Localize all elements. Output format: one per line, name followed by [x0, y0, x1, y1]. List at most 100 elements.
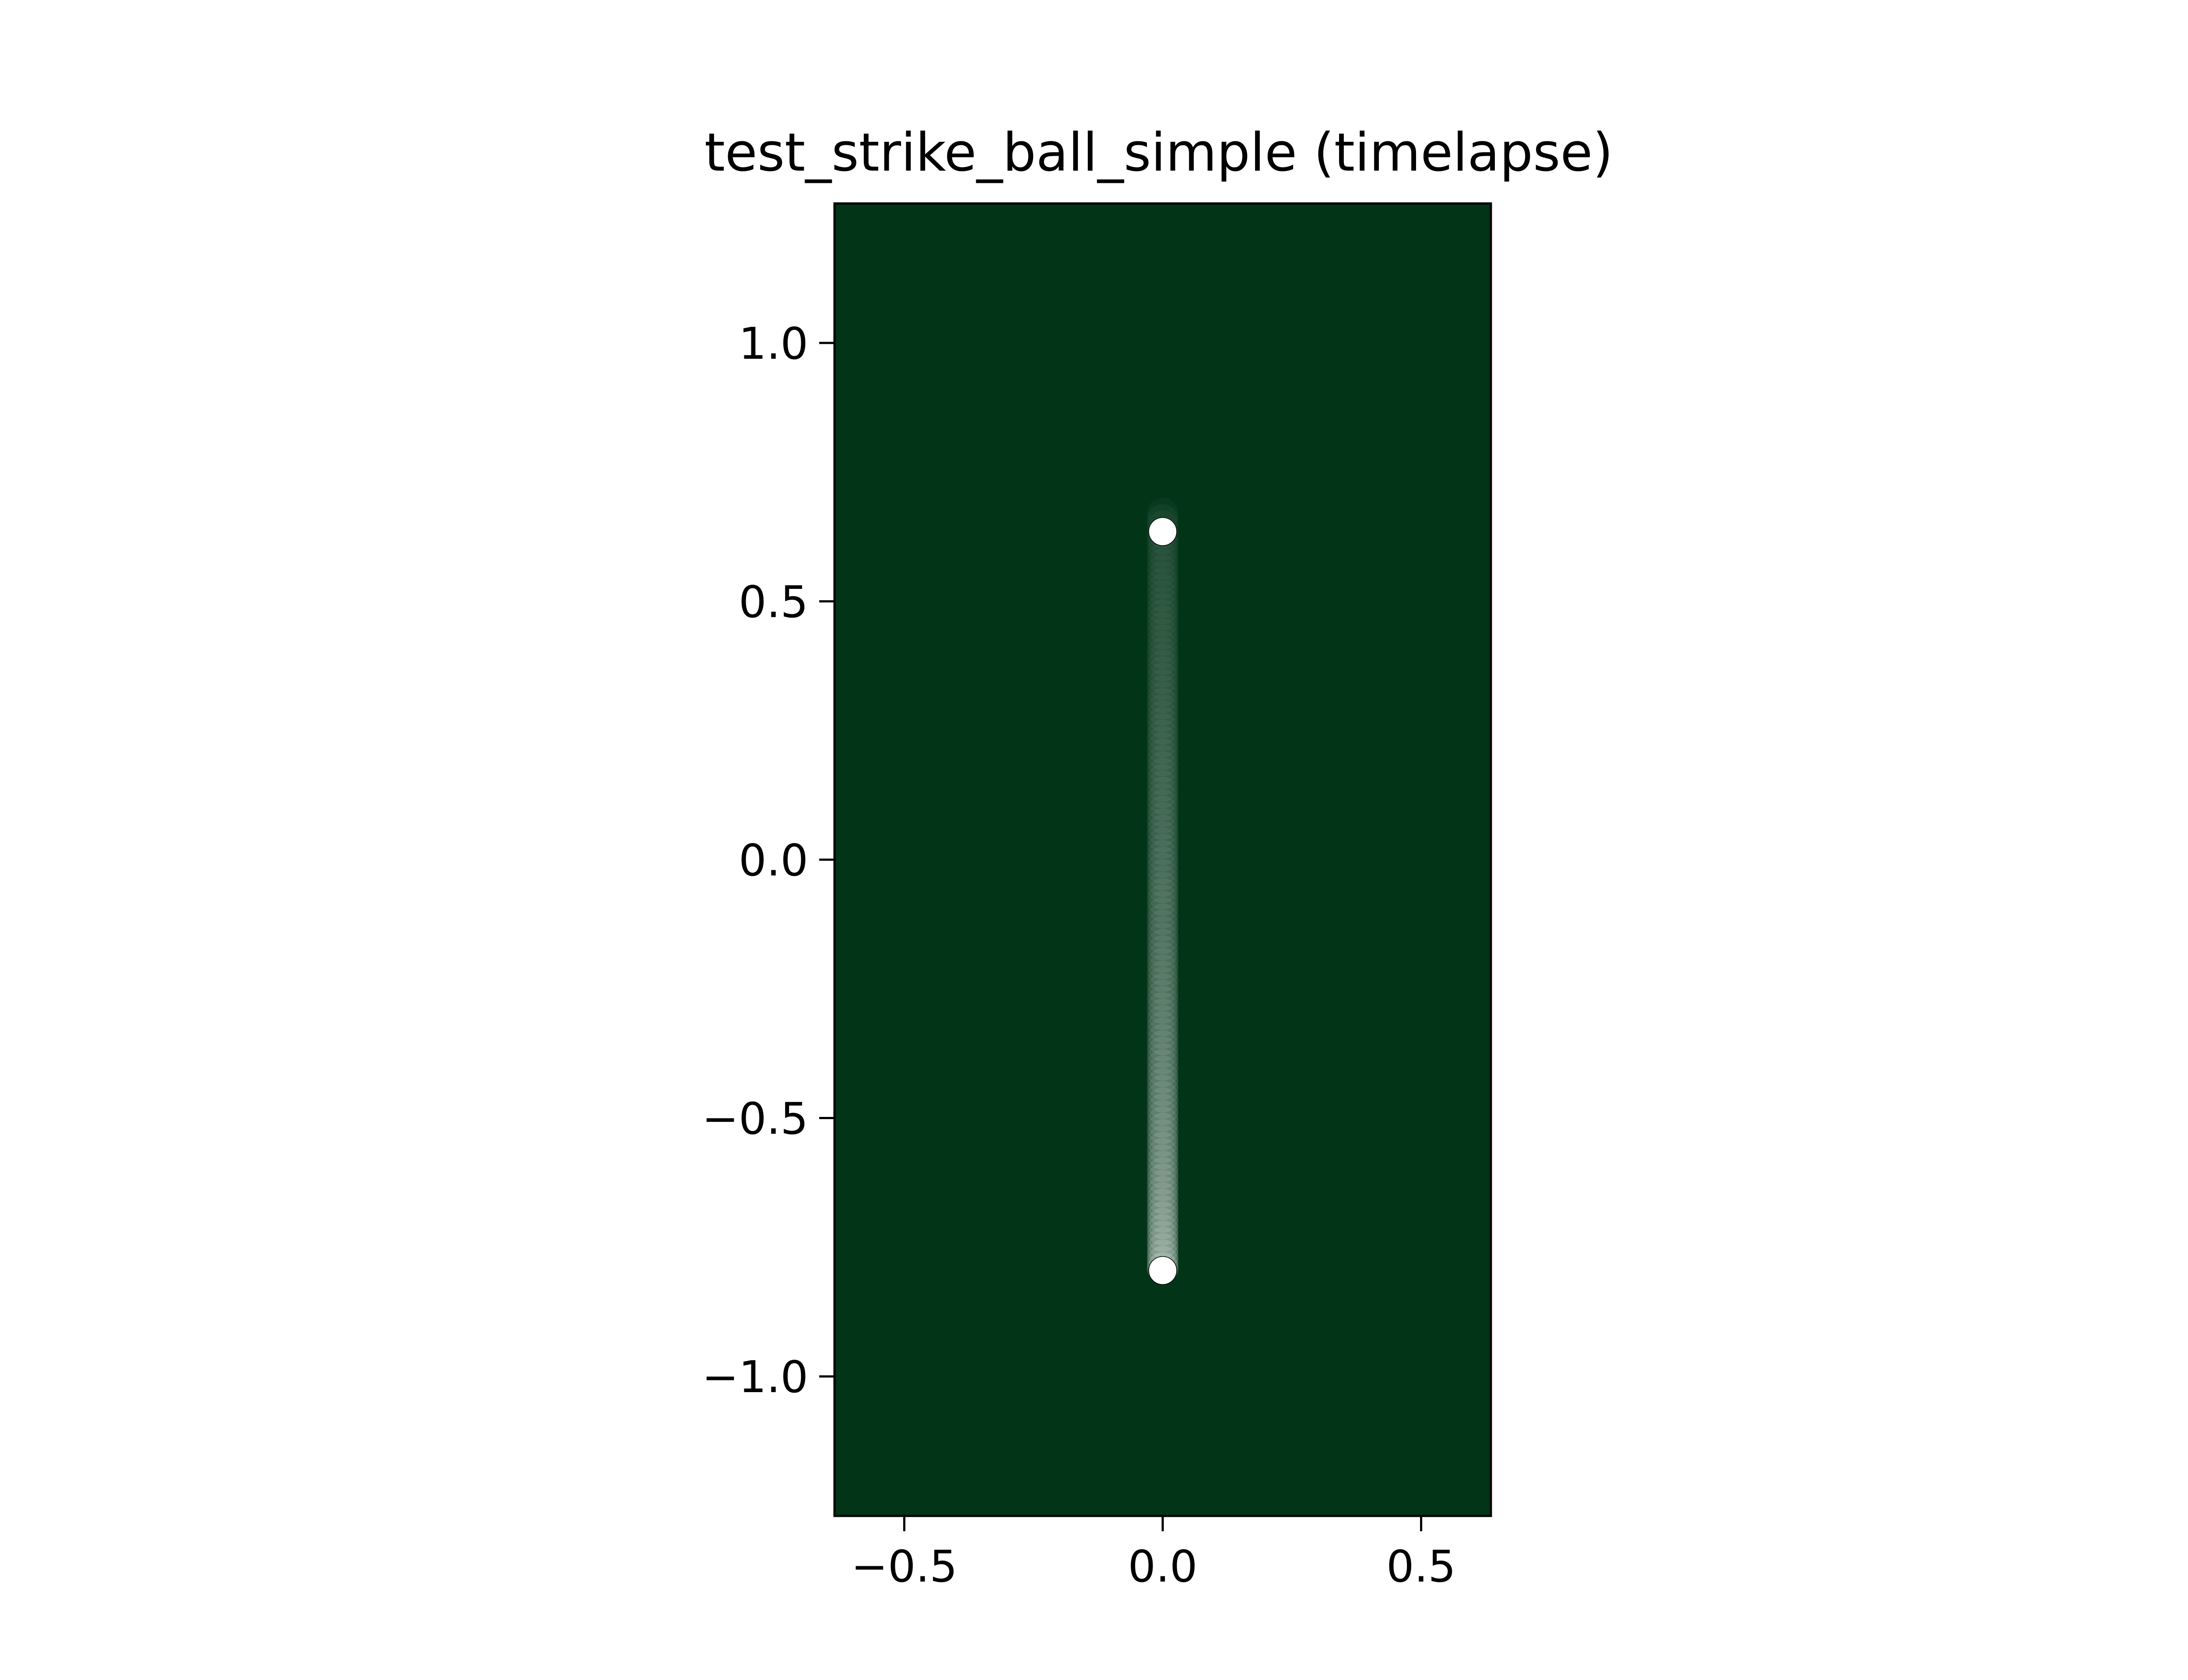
trail-marker [1147, 808, 1178, 840]
trail-marker [1147, 618, 1178, 650]
trail-marker [1147, 833, 1178, 865]
trail-marker [1147, 1062, 1178, 1094]
trail-marker [1147, 846, 1178, 878]
trail-marker [1147, 872, 1178, 903]
y-tick-label: 1.0 [739, 318, 808, 369]
trail-marker [1147, 1068, 1178, 1100]
x-tick-label: 0.5 [1386, 1541, 1456, 1592]
x-axis: −0.5 0.0 0.5 [851, 1516, 1456, 1592]
trail-marker [1147, 662, 1178, 694]
trail-marker [1147, 1182, 1178, 1214]
trail-marker [1147, 821, 1178, 853]
trail-marker [1147, 979, 1178, 1011]
trail-marker [1147, 745, 1178, 777]
chart-title: test_strike_ball_simple (timelapse) [705, 122, 1613, 183]
trail-marker [1147, 1220, 1178, 1252]
trail-marker [1147, 1074, 1178, 1106]
trail-marker [1147, 1017, 1178, 1049]
trail-marker [1147, 916, 1178, 948]
trail-marker [1147, 966, 1178, 998]
trail-marker [1147, 827, 1178, 859]
trail-marker [1147, 942, 1178, 973]
trail-marker [1147, 1138, 1178, 1170]
trail-marker [1147, 1004, 1178, 1036]
trail-marker [1147, 992, 1178, 1024]
x-tick-label: −0.5 [851, 1541, 957, 1592]
trail-marker [1147, 789, 1178, 821]
y-tick-label: 0.5 [739, 576, 808, 627]
trail-marker [1147, 865, 1178, 897]
trail-marker [1147, 1043, 1178, 1074]
trail-marker [1147, 795, 1178, 827]
trail-marker [1147, 1049, 1178, 1081]
trail-marker [1147, 643, 1178, 675]
trail-marker [1147, 599, 1178, 631]
trail-marker [1147, 1011, 1178, 1043]
trail-marker [1147, 630, 1178, 662]
trail-marker [1147, 1208, 1178, 1239]
x-tick-label: 0.0 [1128, 1541, 1197, 1592]
trail-marker [1147, 897, 1178, 929]
trail-marker [1147, 948, 1178, 980]
trail-marker [1147, 1144, 1178, 1176]
trail-marker [1147, 1113, 1178, 1144]
plot-area [835, 203, 1491, 1516]
trail-marker [1147, 637, 1178, 669]
trail-marker [1147, 624, 1178, 656]
trail-marker [1147, 986, 1178, 1018]
trail-marker [1147, 853, 1178, 885]
trail-marker [1147, 998, 1178, 1030]
trail-marker [1147, 954, 1178, 986]
trail [1147, 574, 1178, 1284]
trail-marker [1147, 1214, 1178, 1246]
trail-marker [1147, 675, 1178, 707]
trail-marker [1147, 738, 1178, 770]
trail-marker [1147, 783, 1178, 815]
trail-marker [1147, 719, 1178, 751]
trail-marker [1147, 1157, 1178, 1189]
trail-marker [1147, 903, 1178, 935]
trail-marker [1147, 922, 1178, 954]
trail-marker [1147, 878, 1178, 910]
trail-marker [1147, 1024, 1178, 1056]
trail-marker [1147, 612, 1178, 644]
scatter-point [1148, 1256, 1177, 1285]
trail-marker [1147, 1055, 1178, 1087]
trail-marker [1147, 884, 1178, 916]
trail-marker [1147, 1227, 1178, 1259]
trail-marker [1147, 1106, 1178, 1138]
trail-marker [1147, 707, 1178, 738]
trail-marker [1147, 656, 1178, 688]
trail-marker [1147, 1131, 1178, 1163]
trail-marker [1147, 1030, 1178, 1062]
trail-marker [1147, 973, 1178, 1005]
trail-marker [1147, 929, 1178, 961]
trail-marker [1147, 681, 1178, 713]
trail-marker [1147, 726, 1178, 758]
trail-marker [1147, 694, 1178, 726]
trail-marker [1147, 1189, 1178, 1221]
trail-marker [1147, 574, 1178, 606]
trail-marker [1147, 593, 1178, 625]
y-axis: −1.0 −0.5 0.0 0.5 1.0 [702, 318, 835, 1403]
trail-marker [1147, 1201, 1178, 1233]
trail-marker [1147, 802, 1178, 834]
trail-marker [1147, 700, 1178, 732]
trail-marker [1147, 840, 1178, 872]
y-tick-label: 0.0 [739, 835, 808, 886]
trail-marker [1147, 935, 1178, 967]
trail-marker [1147, 777, 1178, 808]
trail-marker [1147, 910, 1178, 942]
trail-marker [1147, 650, 1178, 682]
trail-marker [1147, 1093, 1178, 1125]
trail-marker [1147, 770, 1178, 802]
trail-marker [1147, 688, 1178, 720]
trail-marker [1147, 713, 1178, 745]
trail-marker [1147, 815, 1178, 847]
scatter-points [1148, 517, 1177, 1285]
trail-marker [1147, 1125, 1178, 1157]
trail-marker [1147, 757, 1178, 789]
trail-marker [1147, 1195, 1178, 1227]
trail-marker [1147, 1036, 1178, 1068]
